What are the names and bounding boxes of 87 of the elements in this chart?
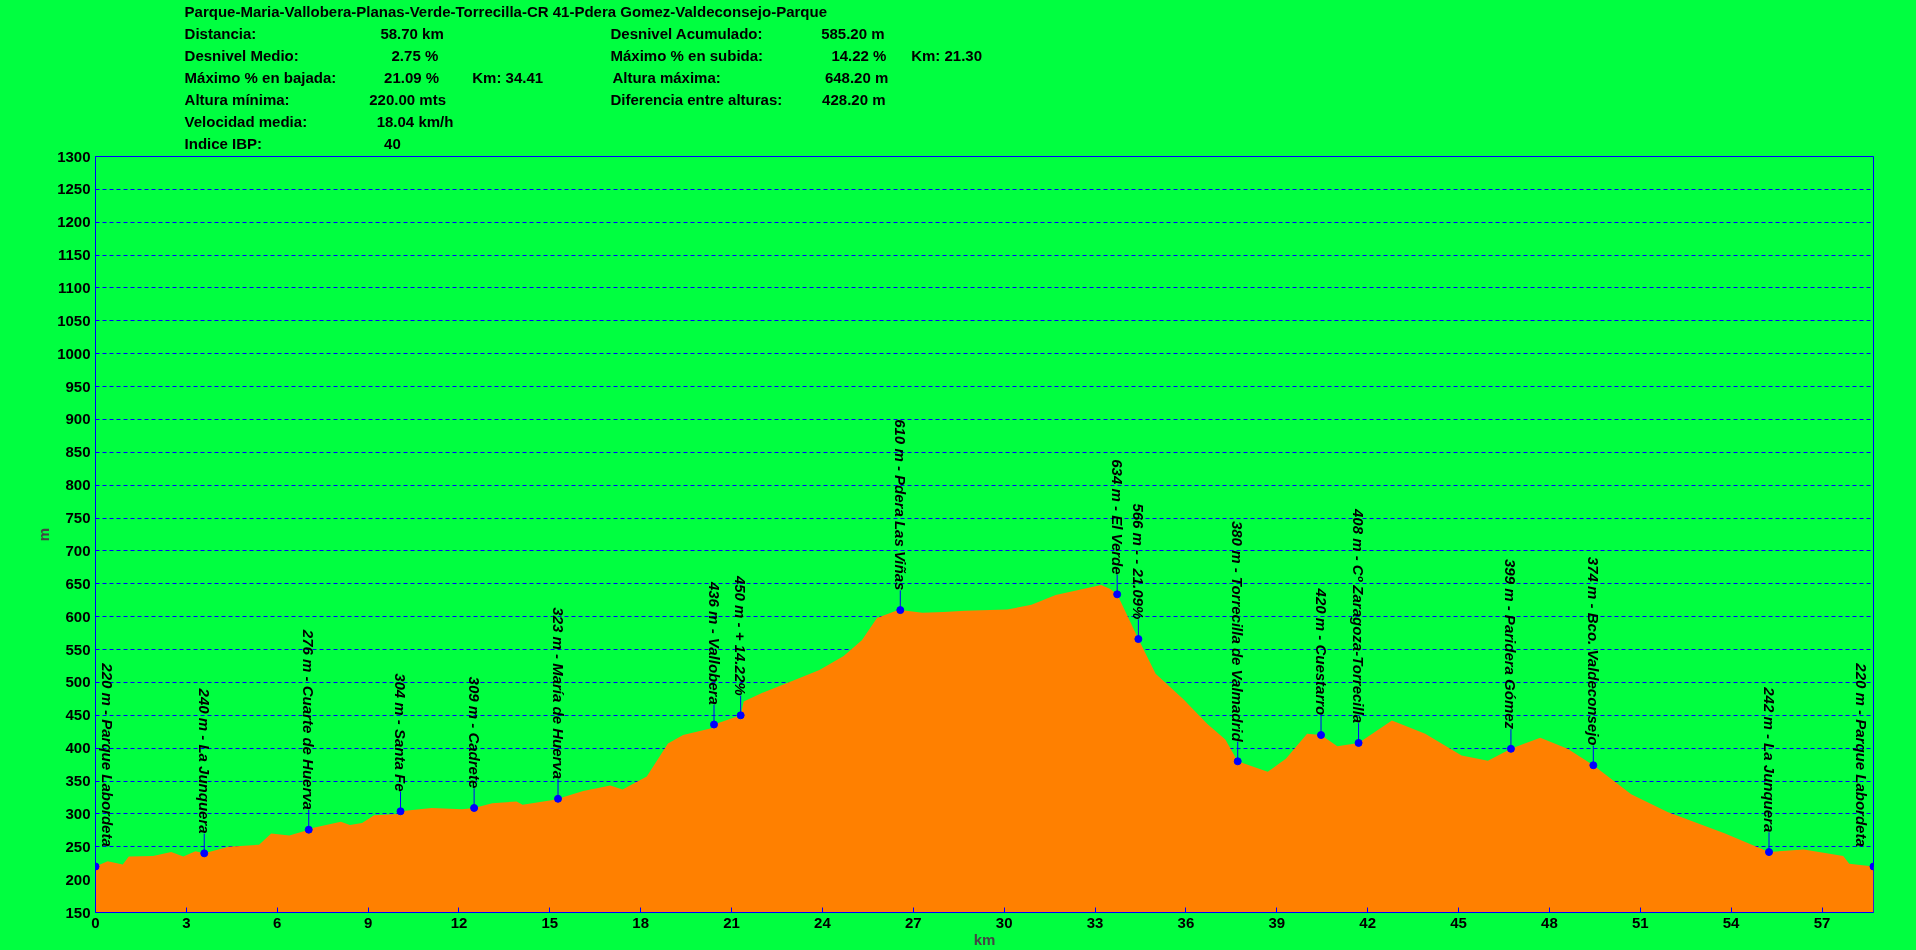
x-tick-label: 21 <box>723 913 740 931</box>
y-tick-label: 400 <box>65 739 91 757</box>
text: 585.20 m <box>821 25 885 42</box>
y-tick-label: 300 <box>65 804 91 822</box>
text: Velocidad media: <box>184 113 308 130</box>
text: 18.04 km/h <box>376 113 454 130</box>
y-tick-label: 350 <box>65 772 91 790</box>
y-tick-label: 750 <box>65 509 91 527</box>
x-tick-label: 42 <box>1359 913 1377 931</box>
x-tick-label: 45 <box>1450 913 1467 931</box>
y-tick-label: 500 <box>65 673 91 691</box>
text: 648.20 m <box>824 69 889 86</box>
x-tick-label: 30 <box>995 913 1013 931</box>
y-tick-label: 1150 <box>57 246 91 264</box>
x-tick-label: 27 <box>904 913 922 931</box>
y-tick-label: 450 <box>65 706 91 724</box>
text: 58.70 km <box>380 25 444 42</box>
text: Diferencia entre alturas: <box>610 91 783 108</box>
annotation: 309 m - Cadrete <box>465 676 483 789</box>
y-tick-label: 1100 <box>57 278 91 296</box>
annotation: 276 m - Cuarte de Huerva <box>300 628 318 810</box>
y-tick-label: 1050 <box>57 311 91 329</box>
annotation: 374 m - Bco. Valdeconsejo <box>1584 556 1602 746</box>
y-tick-label: 1300 <box>57 147 91 165</box>
y-tick-label: 800 <box>65 476 91 494</box>
annotation: 420 m - Cuestarro <box>1312 587 1330 716</box>
annotation: 566 m - - 21.09% <box>1129 503 1147 620</box>
x-tick-label: 39 <box>1268 913 1286 931</box>
y-tick-label: 600 <box>65 607 91 625</box>
text: Km: 21.30 <box>911 47 983 64</box>
x-tick-label: 9 <box>363 913 373 931</box>
y-tick-label: 1200 <box>57 213 91 231</box>
x-axis-title: km <box>973 930 996 948</box>
annotation: 408 m - Cº Zaragoza-Torrecilla <box>1350 508 1368 724</box>
annotation: 634 m - El Verde <box>1108 459 1126 575</box>
x-tick-label: 33 <box>1086 913 1104 931</box>
annotation: 220 m - Parque Labordeta <box>99 662 116 847</box>
y-tick-label: 200 <box>65 870 91 888</box>
text: Indice IBP: <box>184 135 263 152</box>
text: Desnivel Medio: <box>184 47 299 64</box>
x-tick-label: 12 <box>450 913 468 931</box>
x-tick-label: 54 <box>1722 913 1741 931</box>
y-tick-label: 150 <box>65 903 91 921</box>
annotation: 220 m - Parque Labordeta <box>1853 662 1870 847</box>
text: Altura máxima: <box>612 69 721 86</box>
x-tick-label: 3 <box>182 913 191 931</box>
annotation: 380 m - Torrecilla de Valmadrid <box>1229 520 1247 743</box>
text: 2.75 % <box>391 47 439 64</box>
annotation: 304 m - Santa Fe <box>392 673 410 792</box>
x-tick-label: 15 <box>541 913 559 931</box>
y-tick-label: 950 <box>65 377 91 395</box>
annotation: 436 m - Vallobera <box>705 580 723 705</box>
text: Desnivel Acumulado: <box>610 25 763 42</box>
text: 40 <box>384 134 401 152</box>
text: Km: 34.41 <box>472 69 544 86</box>
text: Máximo % en subida: <box>610 47 764 64</box>
y-axis-title: m <box>35 527 53 542</box>
text: 21.09 % <box>384 69 440 86</box>
annotation: 399 m - Paridera Gómez <box>1502 559 1520 730</box>
x-tick-label: 48 <box>1541 913 1558 931</box>
x-tick-label: 57 <box>1813 913 1831 931</box>
text: 14.22 % <box>831 47 887 64</box>
x-tick-label: 6 <box>273 913 282 931</box>
annotation: 242 m - La Junquera <box>1760 686 1778 833</box>
annotation: 323 m - María de Huerva <box>549 607 567 780</box>
text: Distancia: <box>184 25 257 42</box>
text: 428.20 m <box>822 91 886 108</box>
x-tick-label: 18 <box>632 913 650 931</box>
y-tick-label: 250 <box>65 837 91 855</box>
y-tick-label: 1250 <box>57 180 91 198</box>
x-tick-label: 24 <box>814 913 832 931</box>
x-tick-label: 0 <box>91 913 100 931</box>
y-tick-label: 1000 <box>57 344 91 362</box>
chart-title: Parque-Maria-Vallobera-Planas-Verde-Torrecilla-CR 41-Pdera Gomez-Valdeconsejo-Parque <box>184 3 828 20</box>
text: 220.00 mts <box>369 91 446 108</box>
x-tick-label: 36 <box>1177 913 1195 931</box>
annotation: 450 m - + 14.22% <box>732 574 750 696</box>
annotation: 240 m - La Junquera <box>195 687 213 834</box>
y-tick-label: 550 <box>65 640 91 658</box>
y-tick-label: 850 <box>65 443 91 461</box>
y-tick-label: 700 <box>65 541 91 559</box>
y-tick-label: 900 <box>65 410 91 428</box>
x-tick-label: 51 <box>1631 913 1649 931</box>
text: Máximo % en bajada: <box>184 69 337 86</box>
y-tick-label: 650 <box>65 574 91 592</box>
annotation: 610 m - Pdera Las Viñas <box>891 419 909 591</box>
text: Altura mínima: <box>184 91 290 108</box>
